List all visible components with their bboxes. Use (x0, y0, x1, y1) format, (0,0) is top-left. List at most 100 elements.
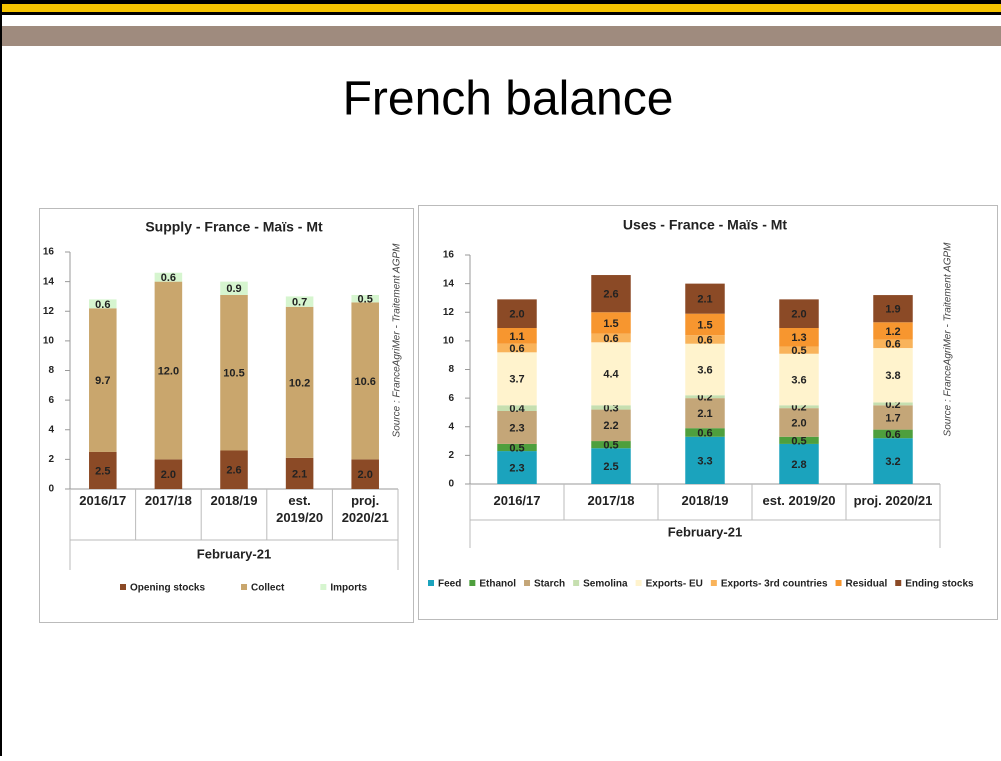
legend-label: Ending stocks (905, 579, 974, 590)
data-label: 3.6 (791, 374, 806, 386)
data-label: 3.3 (697, 455, 712, 467)
bar-segment (779, 443, 819, 484)
bar-segment (779, 405, 819, 409)
x-tick-label-box: 2018/19 (210, 493, 258, 508)
data-label: 0.4 (509, 403, 525, 415)
data-label: 2.0 (791, 417, 806, 429)
data-label: 2.3 (509, 422, 524, 434)
bar-segment (285, 296, 314, 307)
data-label: 0.6 (161, 272, 176, 284)
data-label: 0.5 (603, 440, 618, 452)
bar-segment (89, 308, 117, 452)
y-tick-label: 14 (443, 278, 455, 289)
bar-segment (591, 342, 631, 406)
data-label: 1.2 (885, 326, 900, 338)
data-label: 0.5 (509, 442, 524, 454)
x-tick-label-box: est. 2019/20 (276, 493, 324, 525)
x-tick-label: 2016/17 (493, 493, 541, 508)
bar-segment (497, 451, 537, 484)
x-tick-label: est. 2019/20 (276, 493, 324, 525)
data-label: 0.9 (226, 283, 241, 295)
bar-segment (220, 281, 248, 295)
bar-segment (591, 405, 631, 410)
legend-swatch (573, 580, 580, 586)
legend-swatch (895, 580, 902, 586)
data-label: 0.3 (603, 402, 618, 414)
data-label: 0.7 (292, 297, 307, 309)
x-tick-label: 2017/18 (144, 493, 192, 508)
bar-segment (779, 436, 819, 444)
bar-segment (779, 299, 819, 328)
bar-segment (591, 312, 631, 334)
legend-label: Feed (438, 579, 461, 590)
bar-segment (89, 299, 117, 309)
bar-segment (873, 438, 913, 484)
bar-segment (154, 272, 183, 282)
data-label: 2.5 (95, 465, 110, 477)
bar-segment (89, 451, 117, 489)
data-label: 1.9 (885, 304, 900, 316)
bar-segment (685, 313, 725, 336)
chart-title: Supply - France - Maïs - Mt (145, 219, 323, 235)
bar-segment (591, 333, 631, 343)
x-tick-label: 2017/18 (587, 493, 635, 508)
legend-label: Opening stocks (130, 583, 205, 594)
bar-segment (220, 294, 248, 451)
bar-segment (591, 275, 631, 313)
data-label: 1.5 (697, 319, 712, 331)
legend-swatch (320, 584, 327, 590)
bar-segment (873, 429, 913, 439)
data-label: 0.5 (791, 345, 806, 357)
legend-label: Exports- 3rd countries (721, 579, 828, 590)
data-label: 1.5 (603, 318, 618, 330)
x-tick-label: proj. 2020/21 (341, 493, 389, 525)
data-label: 2.1 (697, 408, 712, 420)
data-label: 4.4 (603, 369, 619, 381)
bar-segment (873, 322, 913, 340)
data-label: 10.2 (289, 377, 310, 389)
bar-segment (685, 283, 725, 314)
x-axis-label: February-21 (197, 546, 271, 561)
legend-label: Starch (534, 579, 565, 590)
y-tick-label: 8 (448, 364, 454, 375)
y-tick-label: 14 (43, 276, 55, 287)
data-label: 0.6 (697, 334, 712, 346)
data-label: 2.1 (292, 468, 307, 480)
legend-label: Ethanol (479, 579, 516, 590)
bar-segment (873, 295, 913, 323)
bar-segment (685, 428, 725, 437)
data-label: 0.5 (358, 294, 373, 306)
data-label: 3.6 (697, 364, 712, 376)
legend-label: Imports (330, 583, 367, 594)
bar-segment (685, 343, 725, 396)
x-tick-label: 2018/19 (210, 493, 258, 508)
slide-title: French balance (343, 73, 674, 126)
data-label: 3.7 (509, 374, 524, 386)
data-label: 2.3 (509, 462, 524, 474)
x-tick-label: 2016/17 (79, 493, 127, 508)
bar-segment (873, 405, 913, 430)
data-label: 2.6 (226, 465, 241, 477)
data-label: 2.0 (161, 469, 176, 481)
data-label: 10.6 (354, 376, 375, 388)
legend-swatch (241, 584, 248, 590)
bar-segment (685, 395, 725, 399)
bar-segment (497, 343, 537, 353)
legend-label: Collect (251, 583, 285, 594)
y-tick-label: 8 (48, 365, 54, 376)
bar-segment (497, 405, 537, 412)
bar-segment (591, 409, 631, 442)
bar-segment (220, 450, 248, 489)
bar-segment (779, 327, 819, 347)
legend-label: Exports- EU (646, 579, 703, 590)
legend-swatch (428, 580, 434, 586)
data-label: 9.7 (95, 375, 110, 387)
bar-segment (497, 352, 537, 406)
bar-segment (779, 353, 819, 406)
top-line (0, 12, 1001, 15)
bar-segment (591, 441, 631, 449)
y-tick-label: 6 (48, 395, 54, 406)
data-label: 2.0 (358, 469, 373, 481)
x-tick-label-box: 2016/17 (79, 493, 127, 508)
bar-segment (497, 443, 537, 452)
